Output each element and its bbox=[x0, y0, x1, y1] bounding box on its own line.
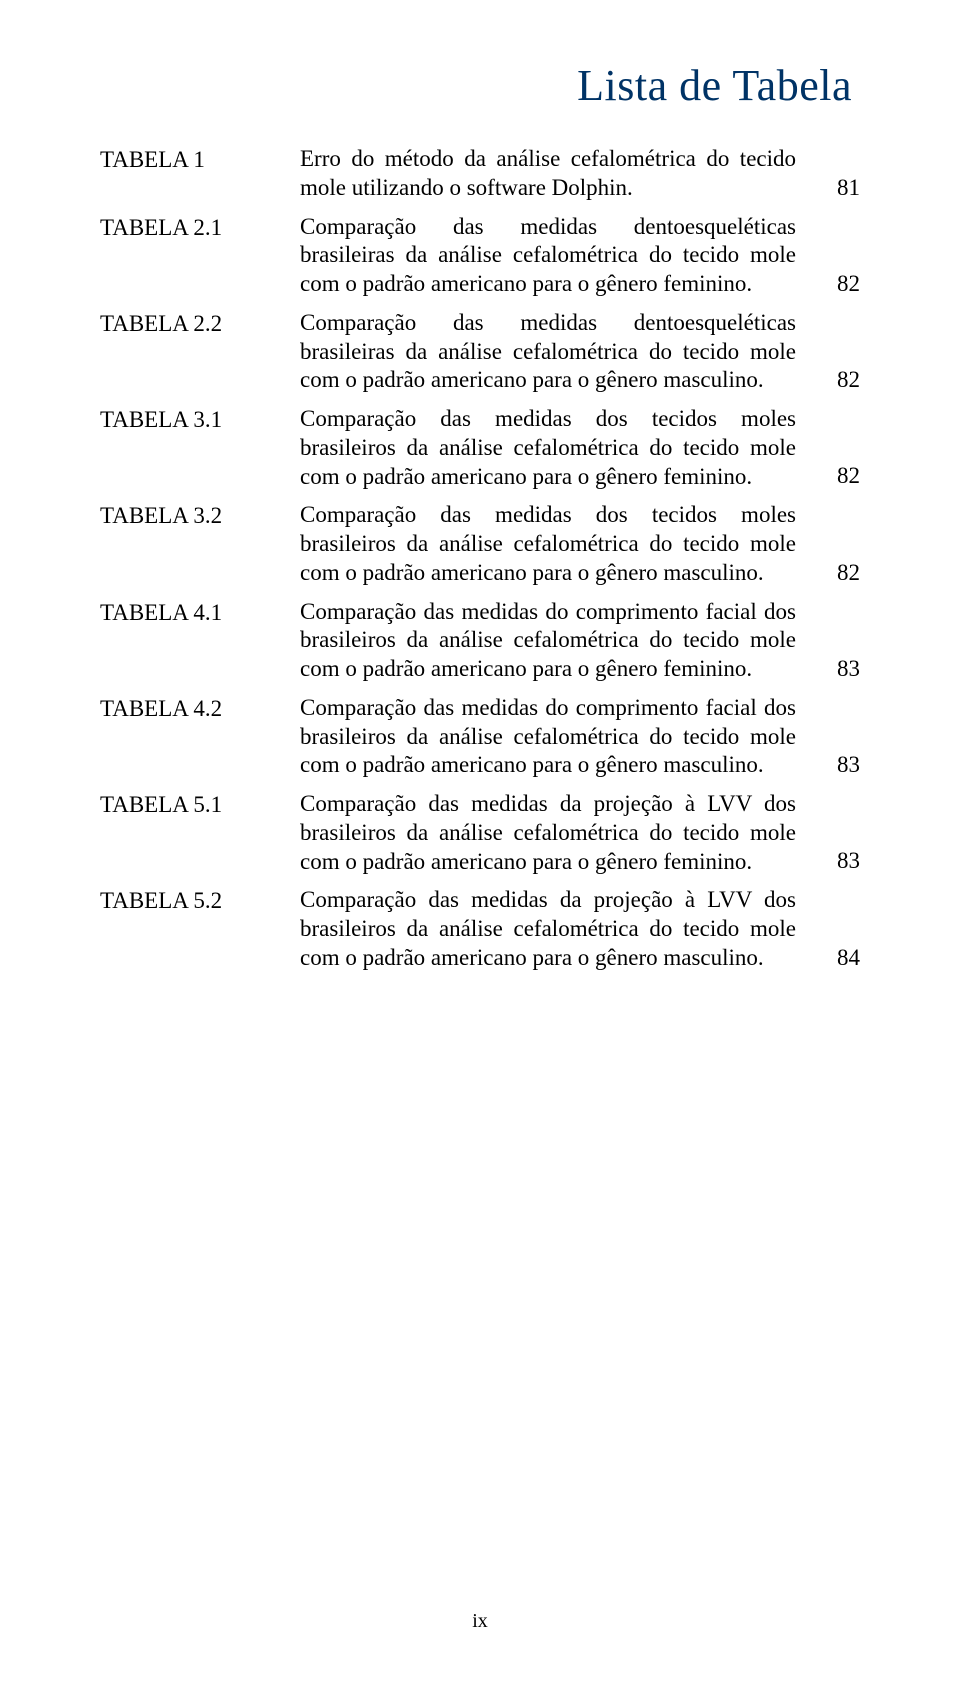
row-label: TABELA 3.2 bbox=[100, 501, 300, 529]
table-list: TABELA 1 Erro do método da análise cefal… bbox=[100, 145, 860, 973]
row-label: TABELA 5.1 bbox=[100, 790, 300, 818]
row-page: 81 bbox=[810, 175, 860, 203]
row-page: 83 bbox=[810, 752, 860, 780]
row-description: Comparação das medidas dos tecidos moles… bbox=[300, 501, 810, 587]
row-description: Erro do método da análise cefalométrica … bbox=[300, 145, 810, 203]
row-label: TABELA 2.1 bbox=[100, 213, 300, 241]
row-label: TABELA 4.2 bbox=[100, 694, 300, 722]
row-description: Comparação das medidas do comprimento fa… bbox=[300, 598, 810, 684]
row-page: 83 bbox=[810, 656, 860, 684]
row-description: Comparação das medidas dos tecidos moles… bbox=[300, 405, 810, 491]
page-container: Lista de Tabela TABELA 1 Erro do método … bbox=[0, 0, 960, 1693]
row-page: 82 bbox=[810, 560, 860, 588]
row-page: 82 bbox=[810, 463, 860, 491]
row-page: 83 bbox=[810, 848, 860, 876]
table-row: TABELA 5.2 Comparação das medidas da pro… bbox=[100, 886, 860, 972]
row-label: TABELA 5.2 bbox=[100, 886, 300, 914]
page-number-footer: ix bbox=[0, 1610, 960, 1633]
table-row: TABELA 3.1 Comparação das medidas dos te… bbox=[100, 405, 860, 491]
row-page: 84 bbox=[810, 945, 860, 973]
page-title: Lista de Tabela bbox=[100, 60, 860, 111]
table-row: TABELA 5.1 Comparação das medidas da pro… bbox=[100, 790, 860, 876]
row-label: TABELA 3.1 bbox=[100, 405, 300, 433]
table-row: TABELA 4.2 Comparação das medidas do com… bbox=[100, 694, 860, 780]
row-page: 82 bbox=[810, 367, 860, 395]
row-label: TABELA 1 bbox=[100, 145, 300, 173]
table-row: TABELA 3.2 Comparação das medidas dos te… bbox=[100, 501, 860, 587]
row-description: Comparação das medidas dentoesqueléticas… bbox=[300, 309, 810, 395]
table-row: TABELA 1 Erro do método da análise cefal… bbox=[100, 145, 860, 203]
row-description: Comparação das medidas da projeção à LVV… bbox=[300, 886, 810, 972]
table-row: TABELA 2.2 Comparação das medidas dentoe… bbox=[100, 309, 860, 395]
row-description: Comparação das medidas do comprimento fa… bbox=[300, 694, 810, 780]
table-row: TABELA 4.1 Comparação das medidas do com… bbox=[100, 598, 860, 684]
row-description: Comparação das medidas da projeção à LVV… bbox=[300, 790, 810, 876]
table-row: TABELA 2.1 Comparação das medidas dentoe… bbox=[100, 213, 860, 299]
row-label: TABELA 2.2 bbox=[100, 309, 300, 337]
row-label: TABELA 4.1 bbox=[100, 598, 300, 626]
row-page: 82 bbox=[810, 271, 860, 299]
row-description: Comparação das medidas dentoesqueléticas… bbox=[300, 213, 810, 299]
